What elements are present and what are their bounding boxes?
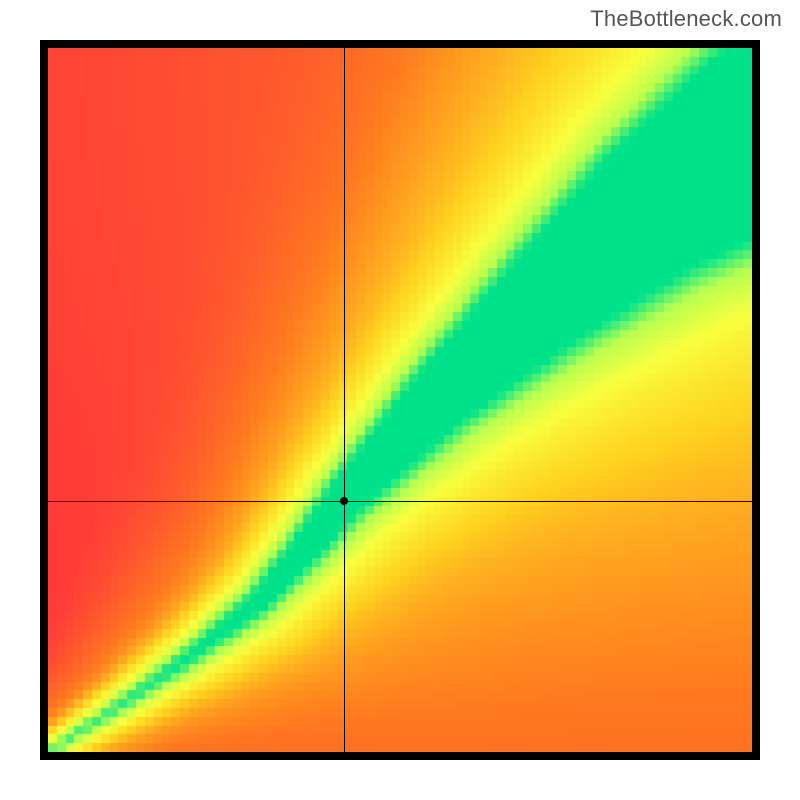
chart-container: TheBottleneck.com xyxy=(0,0,800,800)
crosshair-vertical xyxy=(344,48,345,752)
watermark-text: TheBottleneck.com xyxy=(590,6,782,32)
crosshair-dot xyxy=(340,497,348,505)
plot-frame xyxy=(40,40,760,760)
heatmap-canvas xyxy=(48,48,752,752)
crosshair-horizontal xyxy=(48,501,752,502)
